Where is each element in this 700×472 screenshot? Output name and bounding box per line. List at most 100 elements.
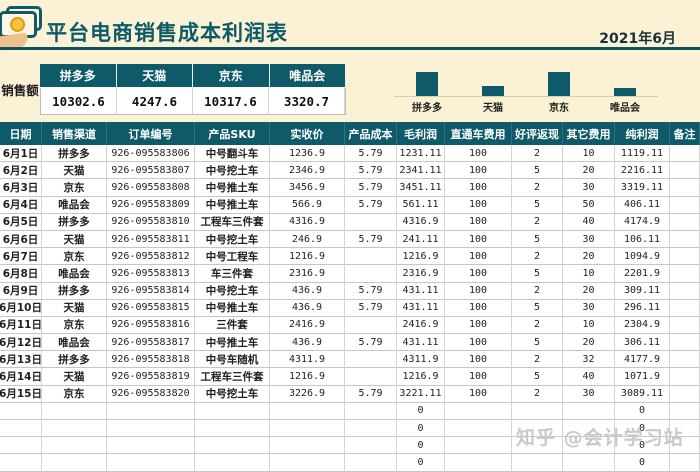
- cell[interactable]: [670, 351, 700, 369]
- cell[interactable]: 926-095583810: [107, 213, 195, 231]
- cell[interactable]: 6月7日: [0, 248, 42, 266]
- cell[interactable]: 5: [512, 334, 563, 352]
- cell[interactable]: 中号挖土车: [195, 282, 270, 300]
- cell[interactable]: [345, 316, 397, 335]
- cell[interactable]: 2: [512, 248, 563, 266]
- cell[interactable]: 天猫: [42, 162, 107, 180]
- cell[interactable]: [563, 402, 615, 420]
- cell[interactable]: [42, 437, 107, 455]
- cell[interactable]: 5: [512, 368, 563, 386]
- cell[interactable]: [345, 437, 397, 455]
- cell[interactable]: [670, 265, 700, 283]
- cell[interactable]: 0: [397, 402, 445, 420]
- column-header-5[interactable]: 实收价: [270, 122, 345, 145]
- cell[interactable]: 5.79: [345, 230, 397, 249]
- cell[interactable]: [270, 437, 345, 455]
- cell[interactable]: 431.11: [397, 334, 445, 352]
- cell[interactable]: [345, 265, 397, 283]
- cell[interactable]: 2304.9: [615, 316, 670, 335]
- cell[interactable]: 2: [512, 282, 563, 300]
- cell[interactable]: 30: [563, 179, 615, 197]
- cell[interactable]: 561.11: [397, 196, 445, 214]
- cell[interactable]: 100: [445, 213, 512, 231]
- cell[interactable]: 926-095583809: [107, 196, 195, 214]
- cell[interactable]: 566.9: [270, 196, 345, 214]
- cell[interactable]: 工程车三件套: [195, 368, 270, 386]
- cell[interactable]: [0, 402, 42, 420]
- cell[interactable]: 1216.9: [270, 248, 345, 266]
- cell[interactable]: 0: [615, 454, 670, 472]
- cell[interactable]: [563, 454, 615, 472]
- cell[interactable]: 6月3日: [0, 179, 42, 197]
- cell[interactable]: 拼多多: [42, 282, 107, 300]
- cell[interactable]: 2: [512, 351, 563, 369]
- cell[interactable]: 5.79: [345, 385, 397, 403]
- cell[interactable]: [345, 420, 397, 438]
- cell[interactable]: [0, 437, 42, 455]
- column-header-10[interactable]: 其它费用: [563, 122, 615, 145]
- cell[interactable]: 926-095583815: [107, 299, 195, 317]
- cell[interactable]: 2: [512, 213, 563, 231]
- cell[interactable]: 100: [445, 351, 512, 369]
- cell[interactable]: 1236.9: [270, 145, 345, 163]
- cell[interactable]: 40: [563, 213, 615, 231]
- cell[interactable]: 5: [512, 299, 563, 317]
- cell[interactable]: [670, 230, 700, 249]
- cell[interactable]: 431.11: [397, 299, 445, 317]
- cell[interactable]: 2316.9: [397, 265, 445, 283]
- cell[interactable]: 926-095583818: [107, 351, 195, 369]
- cell[interactable]: 2416.9: [270, 316, 345, 335]
- cell[interactable]: 5.79: [345, 179, 397, 197]
- cell[interactable]: 50: [563, 196, 615, 214]
- cell[interactable]: [107, 402, 195, 420]
- cell[interactable]: 2416.9: [397, 316, 445, 335]
- cell[interactable]: [270, 402, 345, 420]
- cell[interactable]: 京东: [42, 248, 107, 266]
- cell[interactable]: 100: [445, 299, 512, 317]
- cell[interactable]: [42, 402, 107, 420]
- cell[interactable]: 926-095583808: [107, 179, 195, 197]
- summary-platform-header[interactable]: 拼多多: [40, 64, 117, 87]
- cell[interactable]: [670, 196, 700, 214]
- cell[interactable]: 436.9: [270, 299, 345, 317]
- cell[interactable]: 0: [397, 420, 445, 438]
- cell[interactable]: 6月4日: [0, 196, 42, 214]
- cell[interactable]: 6月15日: [0, 385, 42, 403]
- cell[interactable]: 唯品会: [42, 334, 107, 352]
- cell[interactable]: 3221.11: [397, 385, 445, 403]
- cell[interactable]: 5: [512, 230, 563, 249]
- cell[interactable]: 中号推土车: [195, 334, 270, 352]
- cell[interactable]: [42, 454, 107, 472]
- cell[interactable]: 天猫: [42, 299, 107, 317]
- cell[interactable]: 0: [615, 420, 670, 438]
- cell[interactable]: 40: [563, 368, 615, 386]
- cell[interactable]: 10: [563, 265, 615, 283]
- cell[interactable]: 100: [445, 145, 512, 163]
- cell[interactable]: 3089.11: [615, 385, 670, 403]
- cell[interactable]: 100: [445, 316, 512, 335]
- cell[interactable]: 6月6日: [0, 230, 42, 249]
- cell[interactable]: 工程车三件套: [195, 213, 270, 231]
- cell[interactable]: 5: [512, 196, 563, 214]
- cell[interactable]: [670, 282, 700, 300]
- cell[interactable]: 2316.9: [270, 265, 345, 283]
- cell[interactable]: 2: [512, 385, 563, 403]
- cell[interactable]: 5: [512, 265, 563, 283]
- cell[interactable]: 1216.9: [397, 248, 445, 266]
- cell[interactable]: 1119.11: [615, 145, 670, 163]
- column-header-8[interactable]: 直通车费用: [445, 122, 512, 145]
- cell[interactable]: 926-095583817: [107, 334, 195, 352]
- cell[interactable]: 926-095583807: [107, 162, 195, 180]
- cell[interactable]: 天猫: [42, 368, 107, 386]
- cell[interactable]: 100: [445, 368, 512, 386]
- cell[interactable]: [512, 454, 563, 472]
- cell[interactable]: 926-095583820: [107, 385, 195, 403]
- cell[interactable]: 10: [563, 316, 615, 335]
- cell[interactable]: 中号挖土车: [195, 230, 270, 249]
- cell[interactable]: 431.11: [397, 282, 445, 300]
- cell[interactable]: [345, 454, 397, 472]
- cell[interactable]: [345, 351, 397, 369]
- cell[interactable]: 5: [512, 162, 563, 180]
- cell[interactable]: 0: [615, 402, 670, 420]
- cell[interactable]: [670, 454, 700, 472]
